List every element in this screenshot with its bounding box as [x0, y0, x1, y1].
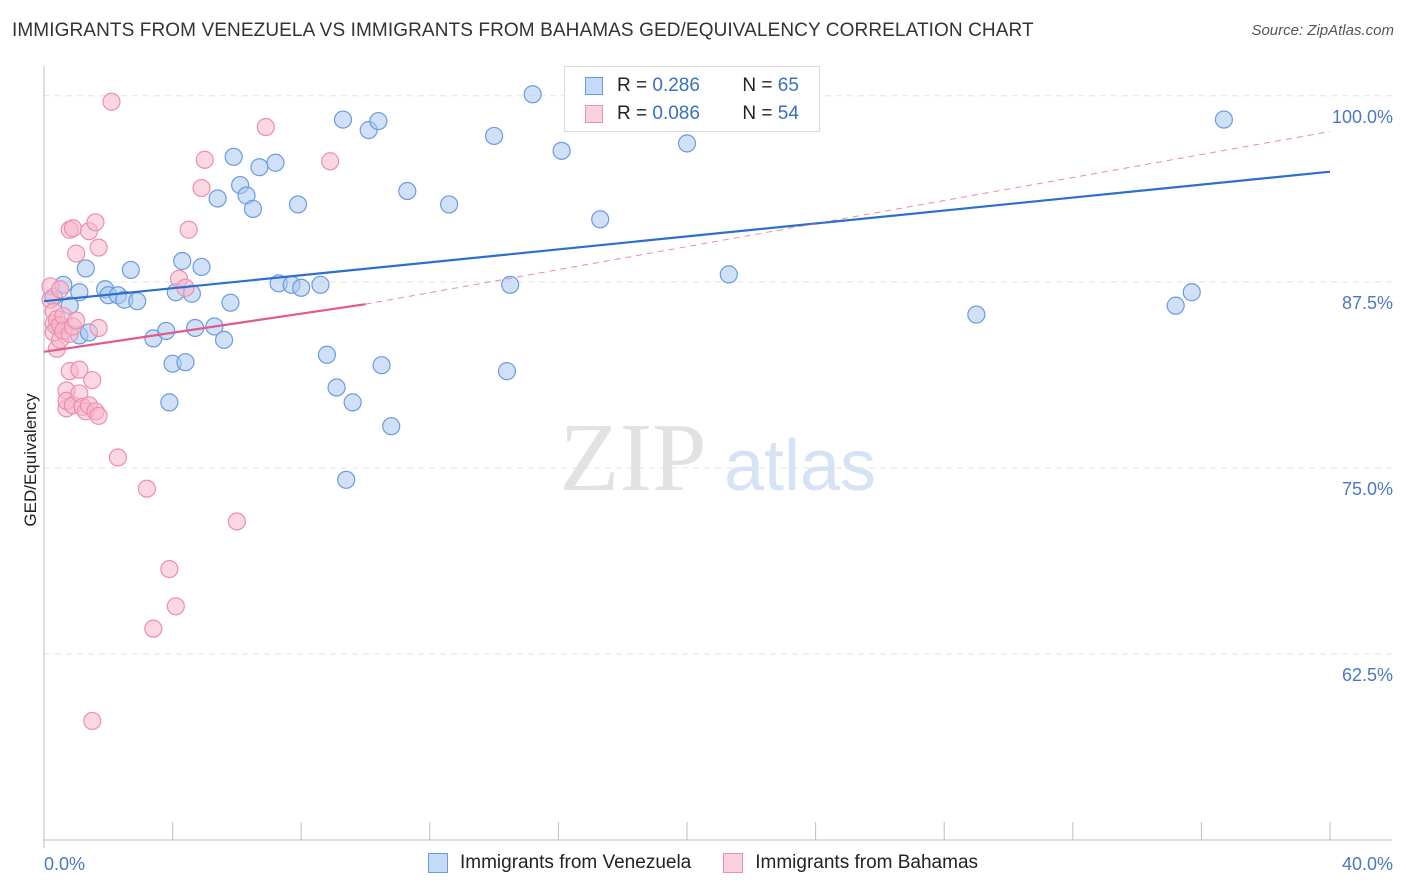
point-bahamas [89, 238, 108, 257]
trendline-bahamas-extension [365, 131, 1331, 305]
legend-swatch-venezuela [585, 77, 603, 95]
point-bahamas [50, 280, 70, 299]
point-venezuela [266, 153, 285, 172]
point-venezuela [552, 141, 571, 160]
point-bahamas [108, 448, 128, 467]
point-bahamas [179, 220, 198, 239]
point-venezuela [1166, 296, 1185, 315]
point-venezuela [382, 417, 401, 436]
point-venezuela [250, 158, 269, 177]
point-venezuela [327, 378, 346, 397]
point-bahamas [70, 360, 89, 379]
chart-title: IMMIGRANTS FROM VENEZUELA VS IMMIGRANTS … [12, 20, 1034, 41]
point-venezuela [719, 265, 738, 284]
point-venezuela [157, 321, 176, 341]
point-bahamas [192, 178, 211, 198]
series-legend-venezuela: Immigrants from Venezuela [427, 852, 692, 874]
point-venezuela [214, 330, 234, 349]
point-venezuela [224, 147, 243, 166]
point-bahamas [83, 370, 102, 390]
point-venezuela [1182, 283, 1201, 302]
point-venezuela [208, 189, 227, 208]
point-venezuela [523, 85, 542, 104]
point-bahamas [83, 711, 102, 731]
x-tick-label-min: 0.0% [44, 854, 85, 874]
point-venezuela [121, 260, 140, 280]
stats-legend: R = 0.286 N = 65 R = 0.086 N = 54 [564, 66, 820, 132]
point-bahamas [89, 406, 108, 425]
point-venezuela [369, 111, 388, 131]
series-label-venezuela: Immigrants from Venezuela [459, 852, 692, 873]
legend-r-value: 0.286 [652, 75, 700, 96]
point-venezuela [501, 275, 520, 294]
chart-source: Source: ZipAtlas.com [1251, 22, 1394, 39]
y-tick-label: 87.5% [1342, 293, 1393, 313]
legend-r-value: 0.086 [652, 103, 700, 124]
point-venezuela [1214, 110, 1234, 129]
trendline-bahamas [43, 303, 366, 353]
point-venezuela [967, 305, 986, 324]
point-venezuela [497, 362, 517, 381]
point-venezuela [591, 210, 610, 229]
legend-swatch-bahamas [585, 105, 603, 123]
series-swatch-bahamas [723, 853, 744, 873]
point-venezuela [311, 275, 330, 294]
trendline-venezuela [43, 170, 1331, 303]
point-bahamas [321, 152, 340, 171]
point-bahamas [166, 597, 185, 616]
watermark-atlas: atlas [724, 426, 876, 506]
point-bahamas [227, 512, 246, 531]
legend-row-bahamas: R = 0.086 N = 54 [585, 100, 799, 128]
point-bahamas [144, 619, 163, 638]
series-label-bahamas: Immigrants from Bahamas [755, 852, 979, 873]
point-venezuela [372, 356, 391, 375]
legend-row-venezuela: R = 0.286 N = 65 [585, 72, 799, 100]
point-bahamas [137, 479, 156, 498]
legend-n-label: N = [742, 75, 773, 96]
legend-n-value: 54 [777, 103, 799, 124]
point-venezuela [160, 393, 179, 412]
series-swatch-venezuela [427, 853, 448, 873]
y-tick-label: 62.5% [1342, 665, 1393, 685]
point-venezuela [76, 259, 95, 278]
y-tick-label: 100.0% [1332, 107, 1393, 127]
x-tick-label-max: 40.0% [1342, 854, 1393, 874]
point-bahamas [195, 150, 214, 169]
point-bahamas [67, 311, 86, 330]
y-axis-title: GED/Equivalency [21, 393, 40, 527]
point-venezuela [398, 181, 417, 201]
point-venezuela [333, 110, 353, 129]
point-venezuela [243, 199, 263, 218]
point-venezuela [288, 195, 308, 214]
series-legend-bahamas: Immigrants from Bahamas [723, 852, 978, 874]
point-bahamas [63, 219, 83, 238]
point-venezuela [176, 353, 195, 372]
legend-r-label: R = [617, 75, 648, 96]
point-bahamas [67, 244, 86, 263]
point-venezuela [337, 470, 356, 489]
point-venezuela [317, 345, 337, 364]
series-legend: Immigrants from Venezuela Immigrants fro… [0, 852, 1406, 874]
legend-n-label: N = [742, 103, 773, 124]
point-bahamas [89, 318, 108, 338]
legend-n-value: 65 [777, 75, 799, 96]
point-bahamas [102, 92, 121, 111]
point-venezuela [173, 251, 192, 271]
point-venezuela [192, 257, 211, 277]
point-venezuela [128, 292, 147, 311]
point-venezuela [485, 126, 504, 146]
legend-r-label: R = [617, 103, 648, 124]
y-tick-label: 75.0% [1342, 479, 1393, 499]
point-venezuela [292, 278, 311, 297]
point-venezuela [221, 293, 240, 312]
point-venezuela [343, 393, 362, 412]
watermark-zip: ZIP [560, 404, 707, 512]
point-bahamas [160, 559, 179, 579]
point-bahamas [256, 117, 275, 137]
point-bahamas [86, 213, 105, 232]
point-venezuela [677, 134, 697, 153]
point-venezuela [439, 195, 459, 214]
